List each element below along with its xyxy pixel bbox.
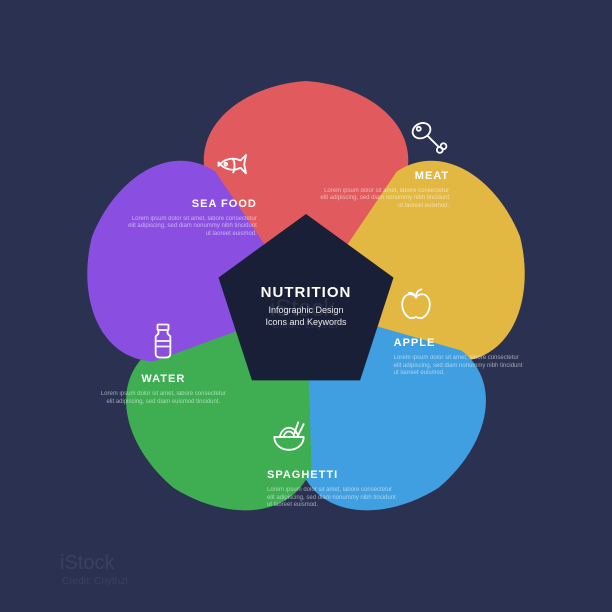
infographic-stage: NUTRITION Infographic Design Icons and K… bbox=[0, 0, 612, 612]
center-subtitle: Infographic Design Icons and Keywords bbox=[221, 305, 391, 328]
center-title: NUTRITION bbox=[221, 284, 391, 301]
center-text: NUTRITION Infographic Design Icons and K… bbox=[221, 284, 391, 328]
